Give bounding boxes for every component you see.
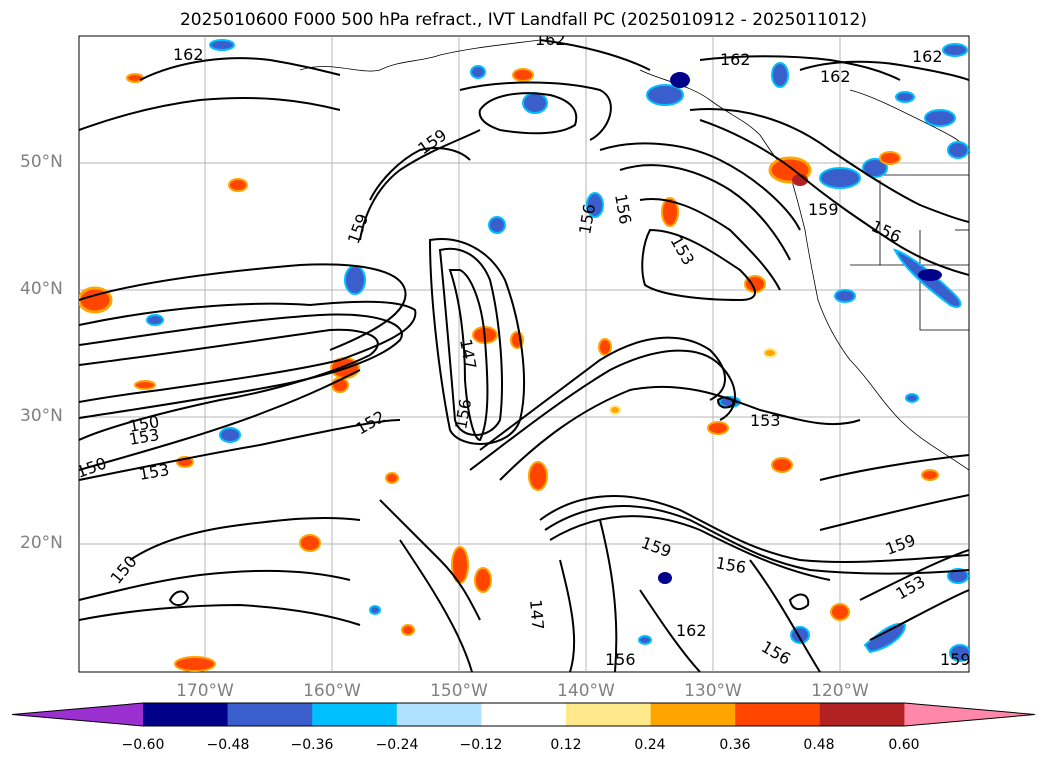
lon-label-120w: 120°W xyxy=(811,681,869,701)
lat-label-50: 50°N xyxy=(20,152,63,172)
lat-label-30: 30°N xyxy=(20,406,63,426)
colorbar-segment xyxy=(227,703,313,726)
lon-label-170w: 170°W xyxy=(176,681,234,701)
colorbar-tick-label: 0.24 xyxy=(634,737,666,753)
contour-label: 162 xyxy=(720,50,751,69)
contour-label: 162 xyxy=(173,45,204,64)
lat-label-40: 40°N xyxy=(20,279,63,299)
colorbar-tick-label: 0.12 xyxy=(550,737,582,753)
lat-label-20: 20°N xyxy=(20,533,63,553)
lon-label-160w: 160°W xyxy=(303,681,361,701)
colorbar-extend-max xyxy=(904,703,1035,726)
colorbar-tick-label: −0.12 xyxy=(459,737,503,753)
colorbar-segment xyxy=(735,703,821,726)
colorbar-segment xyxy=(566,703,652,726)
contour-label: 162 xyxy=(676,621,707,640)
contour-label: 156 xyxy=(605,650,636,669)
contour-label: 159 xyxy=(808,200,839,219)
colorbar-segment xyxy=(650,703,736,726)
colorbar xyxy=(11,702,1036,727)
contour-label: 162 xyxy=(820,67,851,86)
colorbar-tick-label: 0.36 xyxy=(719,737,751,753)
colorbar-segment xyxy=(312,703,398,726)
colorbar-tick-label: −0.36 xyxy=(290,737,334,753)
colorbar-tick-label: −0.60 xyxy=(121,737,165,753)
colorbar-extend-min xyxy=(12,703,143,726)
map-area xyxy=(78,35,970,673)
contour-label: 153 xyxy=(750,411,781,430)
colorbar-segment xyxy=(396,703,482,726)
contour-label: 147 xyxy=(526,599,548,631)
lon-label-140w: 140°W xyxy=(557,681,615,701)
colorbar-tick-label: −0.24 xyxy=(375,737,419,753)
contour-label: 159 xyxy=(940,650,971,669)
contour-label: 162 xyxy=(535,30,566,49)
colorbar-tick-label: −0.48 xyxy=(206,737,250,753)
colorbar-segment xyxy=(819,703,905,726)
colorbar-tick-label: 0.60 xyxy=(888,737,920,753)
colorbar-outline xyxy=(11,702,1036,727)
lon-label-130w: 130°W xyxy=(684,681,742,701)
colorbar-segment xyxy=(481,703,567,726)
refractivity-contours xyxy=(79,39,969,672)
colorbar-segment xyxy=(143,703,229,726)
colorbar-tick-label: 0.48 xyxy=(803,737,835,753)
contour-label: 162 xyxy=(912,47,943,66)
lon-label-150w: 150°W xyxy=(430,681,488,701)
plot-title: 2025010600 F000 500 hPa refract., IVT La… xyxy=(179,10,867,30)
